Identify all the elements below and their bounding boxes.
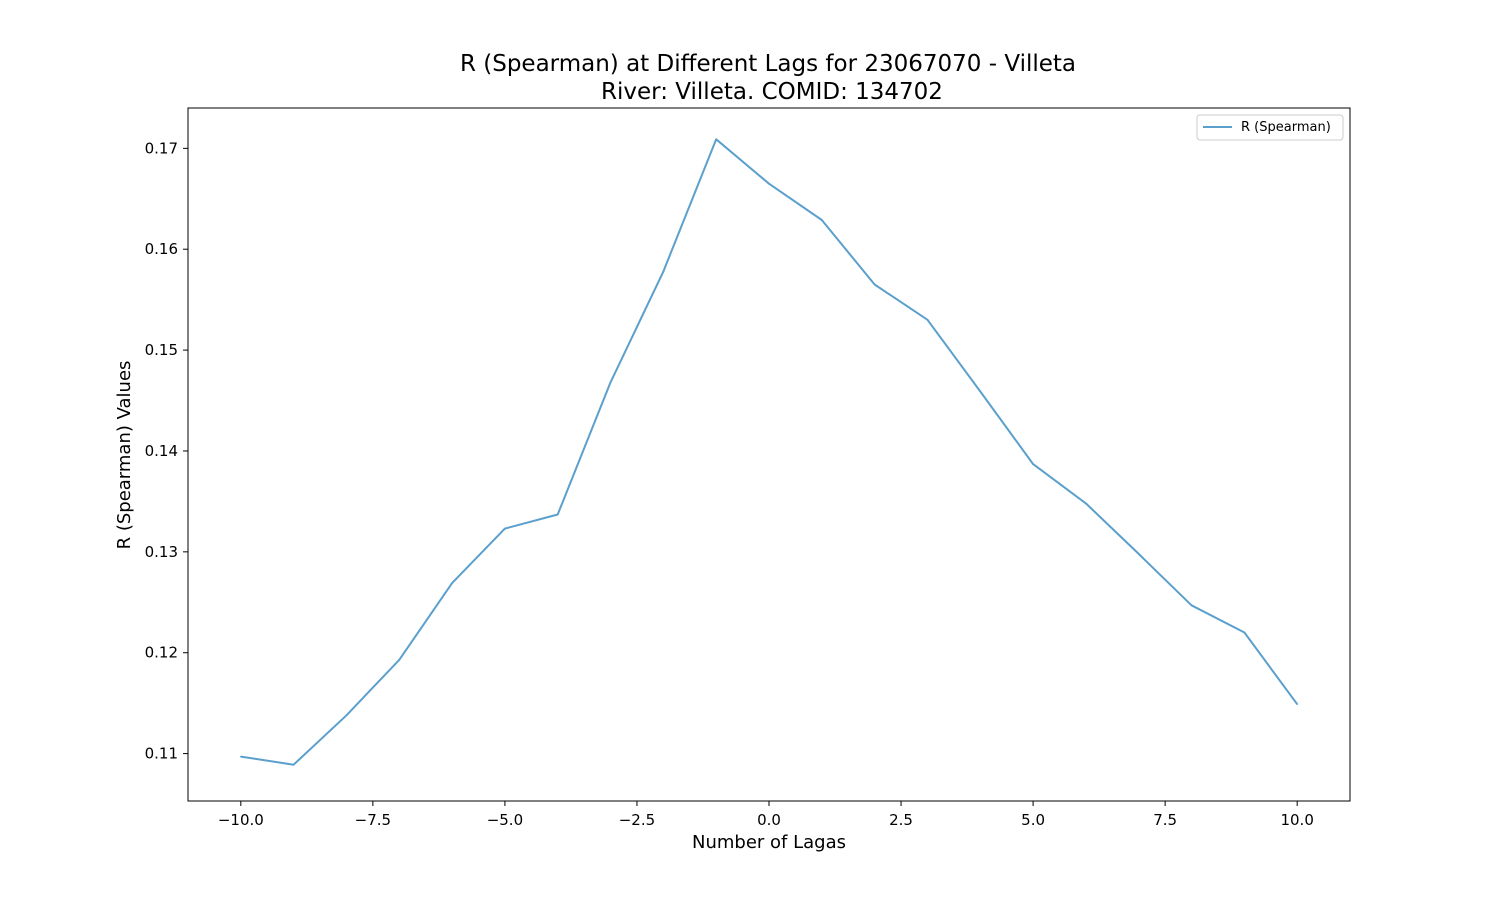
data-point xyxy=(1032,463,1034,465)
data-point xyxy=(1085,502,1087,505)
data-point xyxy=(926,319,929,321)
x-tick-label: −5.0 xyxy=(487,811,523,829)
data-point xyxy=(451,582,453,584)
y-tick-label: 0.17 xyxy=(145,139,178,157)
x-tick-label: 0.0 xyxy=(757,811,781,829)
data-point xyxy=(1137,553,1140,555)
x-tick-label: −2.5 xyxy=(619,811,655,829)
data-point xyxy=(979,390,982,393)
y-tick-label: 0.12 xyxy=(145,644,178,662)
y-axis: 0.11 0.12 0.13 0.14 0.15 0.16 0.17 xyxy=(145,139,188,763)
chart-subtitle: River: Villeta. COMID: 134702 xyxy=(601,79,943,105)
data-point xyxy=(240,755,242,758)
y-tick-label: 0.15 xyxy=(145,341,178,359)
x-tick-label: 10.0 xyxy=(1280,811,1313,829)
y-axis-label: R (Spearman) Values xyxy=(114,361,135,550)
data-point xyxy=(292,763,295,766)
x-tick-label: 2.5 xyxy=(889,811,913,829)
x-tick-label: 5.0 xyxy=(1021,811,1045,829)
data-point xyxy=(821,219,823,221)
x-axis: −10.0 −7.5 −5.0 −2.5 0.0 2.5 5.0 7.5 10.0 xyxy=(218,801,1314,829)
y-tick-label: 0.13 xyxy=(145,543,178,561)
data-point xyxy=(556,513,559,516)
y-tick-label: 0.14 xyxy=(145,442,178,460)
data-point xyxy=(1190,604,1193,607)
data-point xyxy=(768,182,770,185)
data-point xyxy=(873,283,876,286)
x-tick-label: 7.5 xyxy=(1153,811,1177,829)
data-point xyxy=(1243,631,1246,634)
x-tick-label: −7.5 xyxy=(355,811,391,829)
y-tick-label: 0.11 xyxy=(145,745,178,763)
chart-title: R (Spearman) at Different Lags for 23067… xyxy=(460,51,1076,77)
legend-box xyxy=(1196,114,1344,141)
plot-area xyxy=(187,107,1351,802)
data-point xyxy=(345,714,348,717)
x-tick-label: −10.0 xyxy=(218,811,264,829)
data-point xyxy=(715,138,717,141)
data-point xyxy=(609,381,612,384)
data-point xyxy=(662,270,665,273)
x-axis-label: Number of Lagas xyxy=(692,832,846,853)
data-point xyxy=(504,527,506,530)
data-point xyxy=(398,658,401,661)
legend: R (Spearman) xyxy=(1196,114,1344,141)
legend-label-r-spearman: R (Spearman) xyxy=(1241,120,1331,135)
series-layer xyxy=(240,138,1299,766)
data-point xyxy=(1296,703,1298,705)
series-line-0 xyxy=(240,138,1299,766)
y-tick-label: 0.16 xyxy=(145,240,178,258)
